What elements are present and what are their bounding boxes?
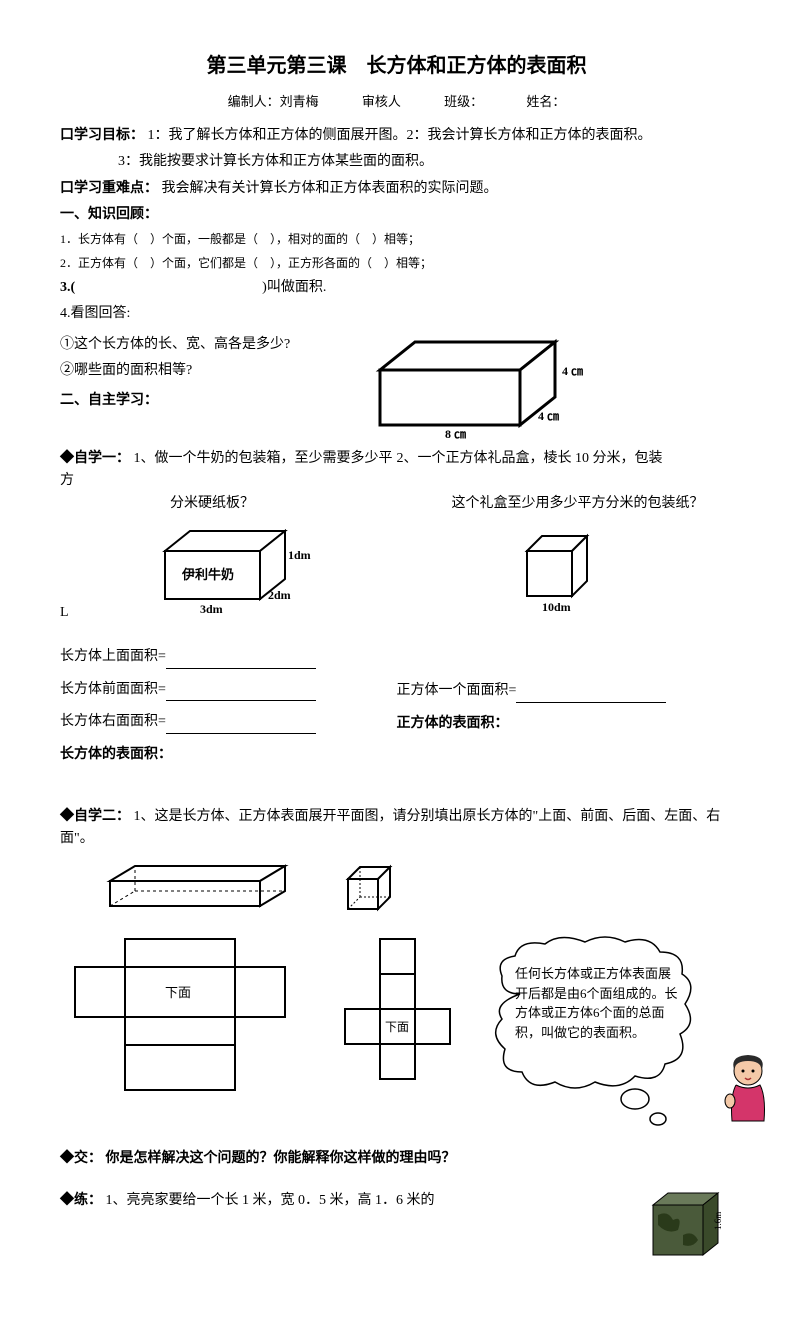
cuboid1-d: 4 ㎝ <box>538 409 559 423</box>
goals: 口学习目标： 1：我了解长方体和正方体的侧面展开图。2：我会计算长方体和正方体的… <box>60 125 733 147</box>
exchange-text: 你是怎样解决这个问题的？你能解释你这样做的理由吗？ <box>106 1151 456 1166</box>
cube-one: 正方体一个面面积= <box>397 683 517 698</box>
exchange-label: ◆交： <box>60 1151 102 1166</box>
review-q4b: ②哪些面的面积相等? <box>60 360 360 382</box>
exchange: ◆交： 你是怎样解决这个问题的？你能解释你这样做的理由吗？ <box>60 1148 733 1170</box>
cuboid1-w: 8 ㎝ <box>445 427 466 440</box>
cloud-text: 任何长方体或正方体表面展开后都是由6个面组成的。长方体或正方体6个面的总面积，叫… <box>515 964 680 1042</box>
cube-label: 10dm <box>542 600 571 614</box>
practice-text: 1、亮亮家要给一个长 1 米，宽 0．5 米，高 1．6 米的 <box>106 1193 435 1208</box>
reviewer: 审核人 <box>362 94 401 109</box>
review-q4a: ①这个长方体的长、宽、高各是多少? <box>60 334 360 356</box>
self-study-heading: 二、自主学习： <box>60 390 360 412</box>
difficulty-label: 口学习重难点： <box>60 181 158 196</box>
difficulty-text: 我会解决有关计算长方体和正方体表面积的实际问题。 <box>162 181 498 196</box>
difficulty: 口学习重难点： 我会解决有关计算长方体和正方体表面积的实际问题。 <box>60 178 733 200</box>
review-q1: 1．长方体有（ ）个面，一般都是（ ），相对的面的（ ）相等； <box>60 230 733 249</box>
milk-w: 3dm <box>200 602 223 616</box>
cube-one-row: 正方体一个面面积= <box>397 680 734 702</box>
fill-2[interactable] <box>166 687 316 701</box>
meta-line: 编制人：刘青梅 审核人 班级： 姓名： <box>60 92 733 113</box>
editor: 编制人：刘青梅 <box>228 94 319 109</box>
milk-d: 2dm <box>268 588 291 602</box>
goal-2: 3：我能按要求计算长方体和正方体某些面的面积。 <box>118 151 733 173</box>
cube-diagram: 10dm <box>400 526 733 624</box>
ans-front-row: 长方体前面面积= <box>60 679 397 701</box>
ans-top-row: 长方体上面面积= <box>60 646 397 668</box>
milk-label: 伊利牛奶 <box>181 567 234 582</box>
study2-label: ◆自学二： <box>60 809 130 824</box>
cuboid-net: 下面 <box>60 934 310 1102</box>
goals-label: 口学习目标： <box>60 128 144 143</box>
goal-1: 1：我了解长方体和正方体的侧面展开图。2：我会计算长方体和正方体的表面积。 <box>148 128 652 143</box>
milk-h: 1dm <box>288 548 311 562</box>
name: 姓名： <box>526 94 565 109</box>
ans-right-row: 长方体右面面积= <box>60 711 397 733</box>
cuboid-diagram-1: 8 ㎝ 4 ㎝ 4 ㎝ <box>360 330 600 448</box>
flat-cuboid-3d <box>100 861 300 924</box>
fill-1[interactable] <box>166 655 316 669</box>
teacher-icon <box>720 1051 775 1139</box>
practice-label: ◆练： <box>60 1193 102 1208</box>
small-cube-3d <box>340 861 395 924</box>
practice: ◆练： 1、亮亮家要给一个长 1 米，宽 0．5 米，高 1．6 米的 <box>60 1190 643 1212</box>
review-q3: 3.( )叫做面积. <box>60 277 733 299</box>
milk-box-diagram: 伊利牛奶 3dm 2dm 1dm <box>80 521 400 624</box>
cube-net: 下面 <box>330 934 470 1117</box>
camo-box-diagram: 1.6m <box>643 1190 733 1268</box>
fill-4[interactable] <box>516 689 666 703</box>
class: 班级： <box>444 94 483 109</box>
study1-label: ◆自学一： <box>60 451 130 466</box>
net-label-1: 下面 <box>165 985 191 1000</box>
study1-right-q: 2、一个正方体礼品盒，棱长 10 分米，包装 <box>397 451 663 466</box>
net-label-2: 下面 <box>385 1020 409 1034</box>
fill-3[interactable] <box>166 720 316 734</box>
review-q3-pre: 3.( <box>60 280 75 295</box>
page-title: 第三单元第三课 长方体和正方体的表面积 <box>60 50 733 82</box>
L-marker: L <box>60 602 80 624</box>
study2: ◆自学二： 1、这是长方体、正方体表面展开平面图，请分别填出原长方体的"上面、前… <box>60 806 733 851</box>
svg-text:1.6m: 1.6m <box>713 1212 723 1230</box>
review-heading: 一、知识回顾： <box>60 204 733 226</box>
review-q4: 4.看图回答: <box>60 303 733 325</box>
ans-total: 长方体的表面积： <box>60 744 397 766</box>
ans-right: 长方体右面面积= <box>60 714 166 729</box>
ans-front: 长方体前面面积= <box>60 682 166 697</box>
review-q3-post: )叫做面积. <box>262 280 326 295</box>
study2-text: 1、这是长方体、正方体表面展开平面图，请分别填出原长方体的"上面、前面、后面、左… <box>60 809 720 846</box>
cloud-callout: 任何长方体或正方体表面展开后都是由6个面组成的。长方体或正方体6个面的总面积，叫… <box>490 934 700 1140</box>
study1-left-q2: 分米硬纸板？ <box>60 493 452 515</box>
cube-total: 正方体的表面积： <box>397 713 734 735</box>
review-q2: 2．正方体有（ ）个面，它们都是（ ），正方形各面的（ ）相等； <box>60 254 733 273</box>
cuboid1-h: 4 ㎝ <box>562 364 583 378</box>
ans-top: 长方体上面面积= <box>60 649 166 664</box>
study1-right-q2: 这个礼盒至少用多少平方分米的包装纸？ <box>452 493 734 515</box>
